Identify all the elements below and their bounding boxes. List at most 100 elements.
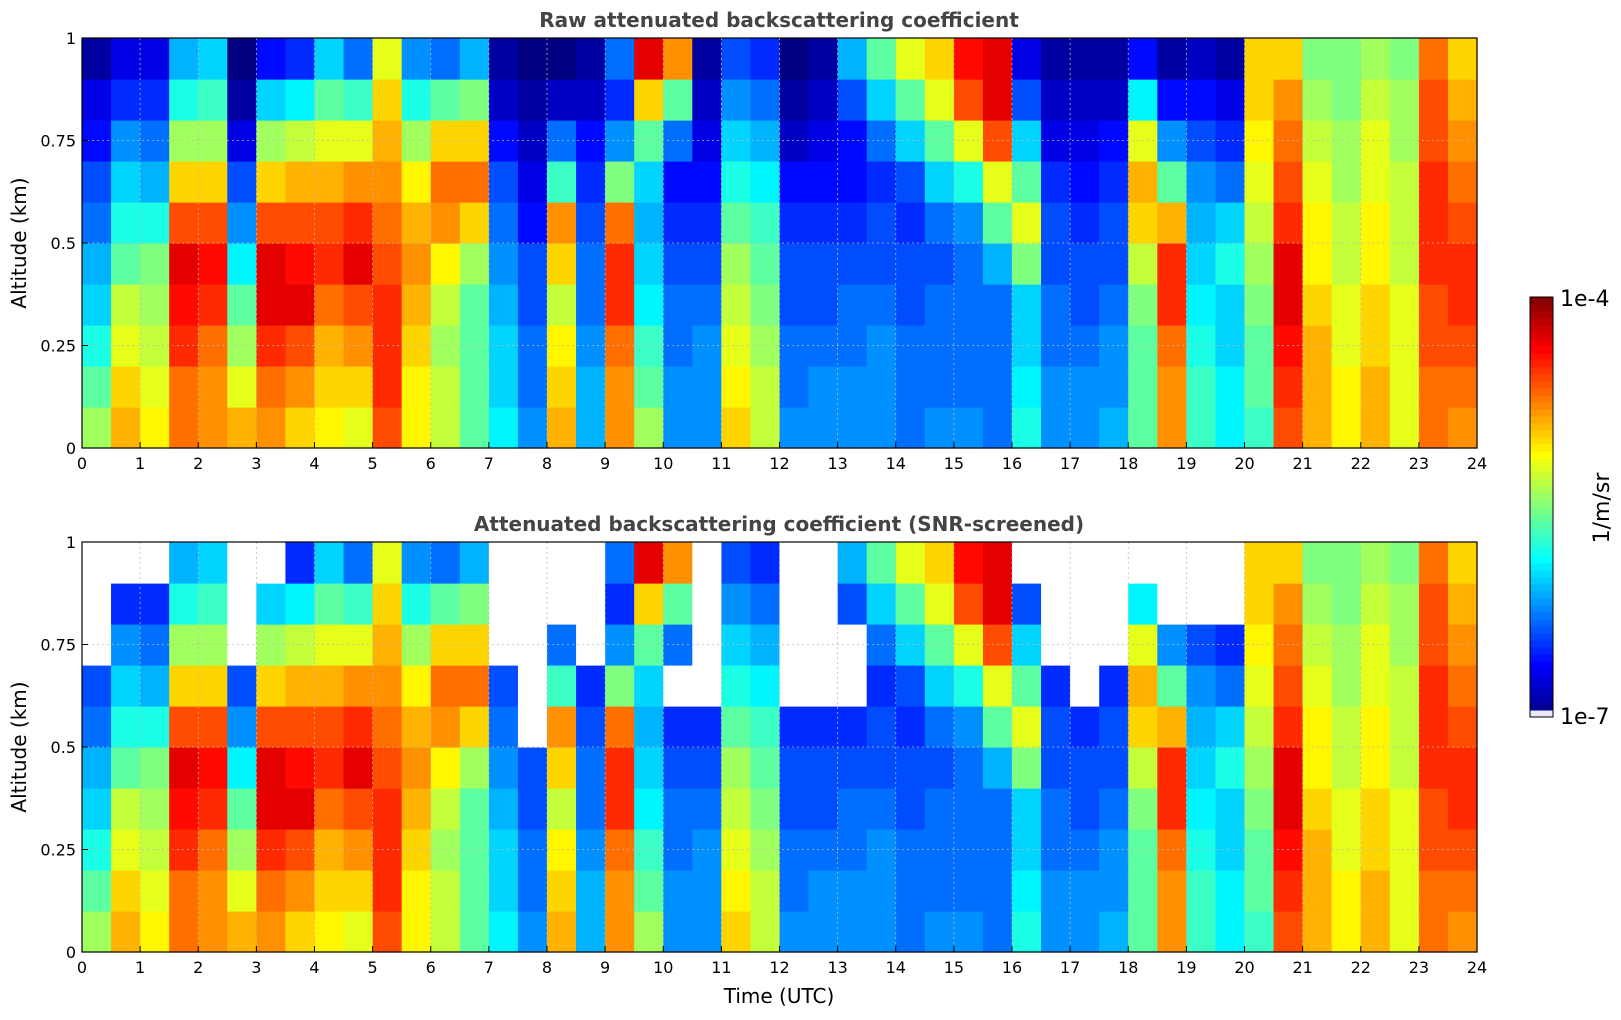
heatmap-cell (982, 243, 1013, 285)
heatmap-cell (401, 665, 432, 707)
heatmap-cell (634, 243, 664, 285)
panel-raw-heatmap (82, 38, 1478, 449)
heatmap-cell (1157, 202, 1187, 244)
heatmap-cell (169, 161, 199, 203)
heatmap-cell (198, 243, 228, 285)
heatmap-cell (111, 243, 141, 285)
heatmap-cell (1447, 202, 1478, 244)
heatmap-cell (953, 366, 984, 408)
heatmap-cell (866, 120, 897, 162)
colorbar-step (1530, 598, 1553, 606)
heatmap-cell (488, 243, 519, 285)
heatmap-cell (924, 79, 955, 121)
heatmap-cell (314, 624, 345, 666)
heatmap-cell (866, 829, 897, 871)
x-tick-label: 2 (193, 454, 203, 473)
heatmap-cell (82, 202, 112, 244)
heatmap-cell (1447, 583, 1478, 625)
heatmap-cell (1389, 243, 1420, 285)
x-tick-label: 3 (251, 958, 261, 977)
x-tick-label: 12 (769, 958, 789, 977)
x-tick-label: 15 (944, 958, 964, 977)
heatmap-cell (459, 706, 490, 748)
heatmap-cell (1389, 202, 1420, 244)
heatmap-cell (1447, 161, 1478, 203)
heatmap-cell (430, 911, 461, 953)
colorbar-step (1530, 528, 1553, 536)
heatmap-cell (924, 624, 955, 666)
heatmap-cell (837, 284, 868, 326)
heatmap-cell (1273, 665, 1304, 707)
heatmap-cell (663, 407, 693, 449)
heatmap-cell (750, 325, 781, 367)
heatmap-cell (1215, 747, 1246, 789)
heatmap-cell (140, 202, 170, 244)
heatmap-cell (953, 706, 984, 748)
heatmap-cell (1302, 243, 1333, 285)
colorbar-step (1530, 682, 1553, 690)
heatmap-cell (140, 829, 170, 871)
heatmap-cell (1244, 79, 1275, 121)
heatmap-cell (1360, 325, 1391, 367)
heatmap-cell (1186, 583, 1217, 625)
heatmap-cell (488, 911, 519, 953)
heatmap-cell (924, 870, 955, 912)
heatmap-cell (895, 407, 926, 449)
heatmap-cell (198, 583, 228, 625)
heatmap-cell (692, 870, 722, 912)
heatmap-cell (779, 243, 810, 285)
heatmap-cell (517, 79, 548, 121)
heatmap-cell (1360, 161, 1391, 203)
heatmap-cell (779, 542, 810, 584)
heatmap-cell (547, 747, 577, 789)
heatmap-cell (721, 38, 752, 80)
heatmap-cell (285, 325, 316, 367)
heatmap-cell (1360, 911, 1391, 953)
heatmap-cell (750, 911, 781, 953)
heatmap-cell (953, 788, 984, 830)
heatmap-cell (517, 38, 548, 80)
heatmap-cell (779, 624, 810, 666)
heatmap-cell (1273, 911, 1304, 953)
heatmap-cell (401, 706, 432, 748)
heatmap-cell (750, 542, 781, 584)
heatmap-cell (285, 870, 316, 912)
x-tick-label: 21 (1292, 454, 1312, 473)
heatmap-cell (547, 583, 577, 625)
heatmap-cell (692, 747, 722, 789)
heatmap-cell (1186, 202, 1217, 244)
heatmap-cell (1099, 747, 1129, 789)
heatmap-cell (372, 706, 403, 748)
heatmap-cell (721, 747, 752, 789)
colorbar-step (1530, 437, 1553, 445)
heatmap-cell (1360, 284, 1391, 326)
heatmap-cell (82, 583, 112, 625)
heatmap-cell (198, 870, 228, 912)
heatmap-cell (1041, 870, 1071, 912)
heatmap-cell (895, 202, 926, 244)
heatmap-cell (488, 583, 519, 625)
heatmap-cell (1041, 542, 1071, 584)
heatmap-cell (1186, 747, 1217, 789)
heatmap-cell (866, 747, 897, 789)
heatmap-cell (982, 542, 1013, 584)
heatmap-cell (517, 870, 548, 912)
heatmap-cell (605, 665, 635, 707)
heatmap-cell (547, 542, 577, 584)
colorbar-step (1530, 542, 1553, 550)
heatmap-cell (1186, 284, 1217, 326)
heatmap-cell (1128, 788, 1158, 830)
colorbar-step (1530, 325, 1553, 333)
heatmap-cell (895, 38, 926, 80)
heatmap-cell (721, 583, 752, 625)
heatmap-cell (1389, 325, 1420, 367)
heatmap-cell (1447, 243, 1478, 285)
y-tick-label: 0 (66, 439, 76, 458)
heatmap-cell (140, 161, 170, 203)
x-tick-label: 1 (135, 958, 145, 977)
heatmap-cell (895, 120, 926, 162)
heatmap-cell (576, 79, 606, 121)
x-tick-label: 2 (193, 958, 203, 977)
heatmap-cell (459, 542, 490, 584)
heatmap-cell (1041, 366, 1071, 408)
